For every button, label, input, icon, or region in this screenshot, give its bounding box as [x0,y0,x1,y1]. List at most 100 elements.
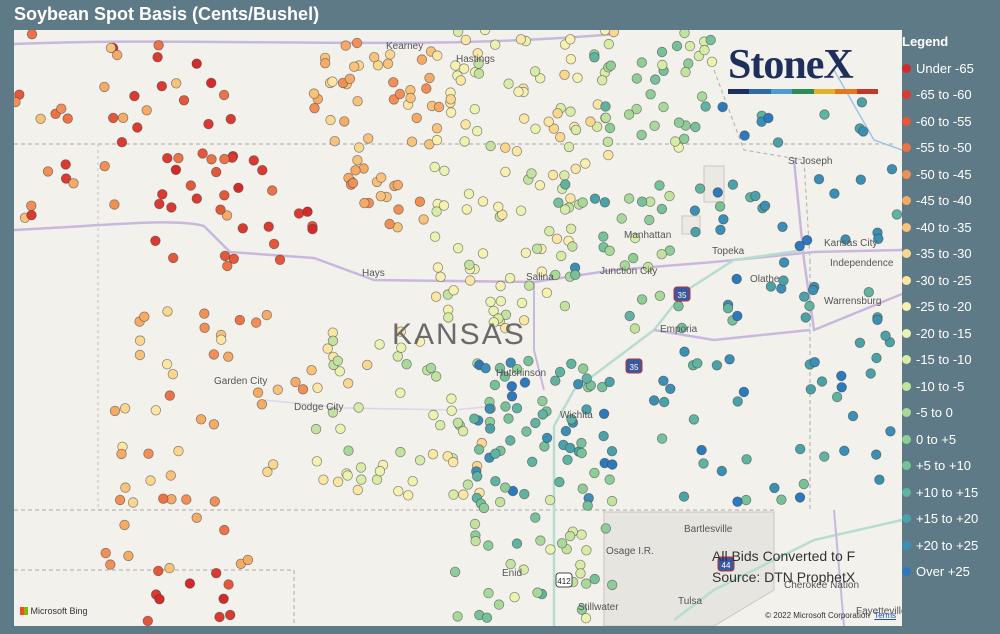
basis-marker[interactable] [405,92,416,104]
basis-marker[interactable] [624,310,635,322]
basis-marker[interactable] [310,423,322,435]
basis-marker[interactable] [493,201,504,213]
legend-item[interactable]: -15 to -10 [902,347,1000,374]
basis-marker[interactable] [488,305,499,317]
basis-marker[interactable] [191,193,203,204]
basis-marker[interactable] [268,459,279,470]
basis-marker[interactable] [576,447,587,459]
basis-marker[interactable] [435,271,446,283]
basis-marker[interactable] [344,73,356,85]
basis-marker[interactable] [208,349,220,360]
basis-marker[interactable] [392,351,404,362]
basis-marker[interactable] [438,200,450,211]
basis-marker[interactable] [403,490,414,501]
basis-marker[interactable] [477,248,489,259]
basis-marker[interactable] [765,281,777,292]
basis-marker[interactable] [327,76,338,87]
basis-marker[interactable] [431,123,443,134]
basis-marker[interactable] [233,182,244,194]
basis-marker[interactable] [99,160,110,172]
basis-marker[interactable] [154,198,165,210]
basis-marker[interactable] [384,218,395,230]
basis-marker[interactable] [636,57,648,68]
basis-marker[interactable] [392,179,404,191]
basis-marker[interactable] [197,148,208,159]
basis-marker[interactable] [347,177,359,189]
basis-marker[interactable] [648,395,660,406]
basis-marker[interactable] [570,163,581,175]
basis-marker[interactable] [589,52,600,63]
basis-marker[interactable] [504,272,516,284]
basis-marker[interactable] [494,362,506,374]
basis-marker[interactable] [472,48,483,59]
basis-marker[interactable] [567,241,578,252]
basis-marker[interactable] [185,180,197,191]
basis-marker[interactable] [597,381,608,393]
basis-marker[interactable] [374,339,385,350]
basis-marker[interactable] [511,364,523,375]
basis-marker[interactable] [142,615,153,626]
basis-marker[interactable] [401,359,412,370]
basis-marker[interactable] [550,269,561,281]
basis-marker[interactable] [597,75,608,86]
basis-marker[interactable] [225,113,237,125]
basis-marker[interactable] [541,432,553,444]
basis-marker[interactable] [731,273,742,285]
basis-marker[interactable] [772,137,784,148]
basis-marker[interactable] [678,491,690,502]
basis-marker[interactable] [673,301,684,312]
basis-marker[interactable] [616,213,627,224]
basis-marker[interactable] [679,30,690,39]
legend-item[interactable]: -10 to -5 [902,373,1000,400]
basis-marker[interactable] [519,488,530,500]
basis-marker[interactable] [139,311,150,322]
basis-marker[interactable] [511,403,523,414]
basis-marker[interactable] [636,129,647,141]
basis-marker[interactable] [414,196,426,207]
basis-marker[interactable] [375,190,387,202]
basis-marker[interactable] [520,247,532,259]
basis-marker[interactable] [885,426,896,437]
basis-marker[interactable] [874,474,885,485]
basis-marker[interactable] [778,275,789,286]
basis-marker[interactable] [458,63,470,74]
map-canvas[interactable]: 35 35 44 412 Kearney Hastings St Joseph Man… [14,30,902,626]
basis-marker[interactable] [111,49,123,61]
basis-marker[interactable] [340,40,351,51]
basis-marker[interactable] [698,458,709,469]
basis-marker[interactable] [199,308,210,319]
basis-marker[interactable] [576,437,587,449]
basis-marker[interactable] [777,221,788,233]
basis-marker[interactable] [161,359,173,370]
basis-marker[interactable] [580,613,592,624]
basis-marker[interactable] [631,73,643,84]
basis-marker[interactable] [325,114,336,126]
basis-marker[interactable] [673,117,685,128]
basis-marker[interactable] [465,275,476,286]
basis-marker[interactable] [629,323,641,334]
basis-marker[interactable] [819,109,830,120]
basis-marker[interactable] [732,396,743,407]
basis-marker[interactable] [531,243,543,254]
basis-marker[interactable] [602,136,614,148]
basis-marker[interactable] [463,188,475,200]
basis-marker[interactable] [455,75,467,86]
basis-marker[interactable] [100,547,111,559]
basis-marker[interactable] [829,188,840,199]
basis-marker[interactable] [556,250,567,262]
basis-marker[interactable] [411,112,422,124]
basis-marker[interactable] [327,335,339,347]
basis-marker[interactable] [219,250,231,262]
basis-marker[interactable] [164,390,176,401]
basis-marker[interactable] [376,172,387,183]
basis-marker[interactable] [529,66,541,77]
basis-marker[interactable] [116,448,127,460]
basis-marker[interactable] [839,445,850,457]
basis-marker[interactable] [307,223,318,235]
basis-marker[interactable] [134,349,146,361]
basis-marker[interactable] [431,206,442,217]
basis-marker[interactable] [656,248,667,260]
basis-marker[interactable] [223,351,234,362]
basis-marker[interactable] [162,152,173,164]
basis-marker[interactable] [604,122,616,134]
